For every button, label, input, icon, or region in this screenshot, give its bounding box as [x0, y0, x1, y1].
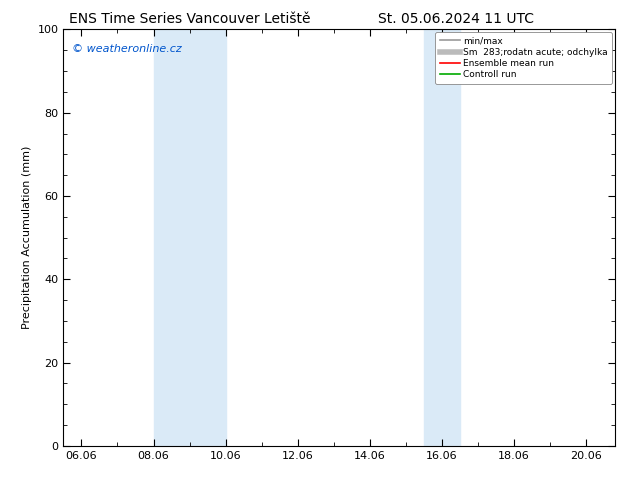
Y-axis label: Precipitation Accumulation (mm): Precipitation Accumulation (mm) [22, 146, 32, 329]
Legend: min/max, Sm  283;rodatn acute; odchylka, Ensemble mean run, Controll run: min/max, Sm 283;rodatn acute; odchylka, … [435, 32, 612, 84]
Text: © weatheronline.cz: © weatheronline.cz [72, 44, 181, 54]
Bar [153, 29, 226, 446]
Text: St. 05.06.2024 11 UTC: St. 05.06.2024 11 UTC [378, 12, 534, 26]
Bar [424, 29, 460, 446]
Text: ENS Time Series Vancouver Letiště: ENS Time Series Vancouver Letiště [70, 12, 311, 26]
